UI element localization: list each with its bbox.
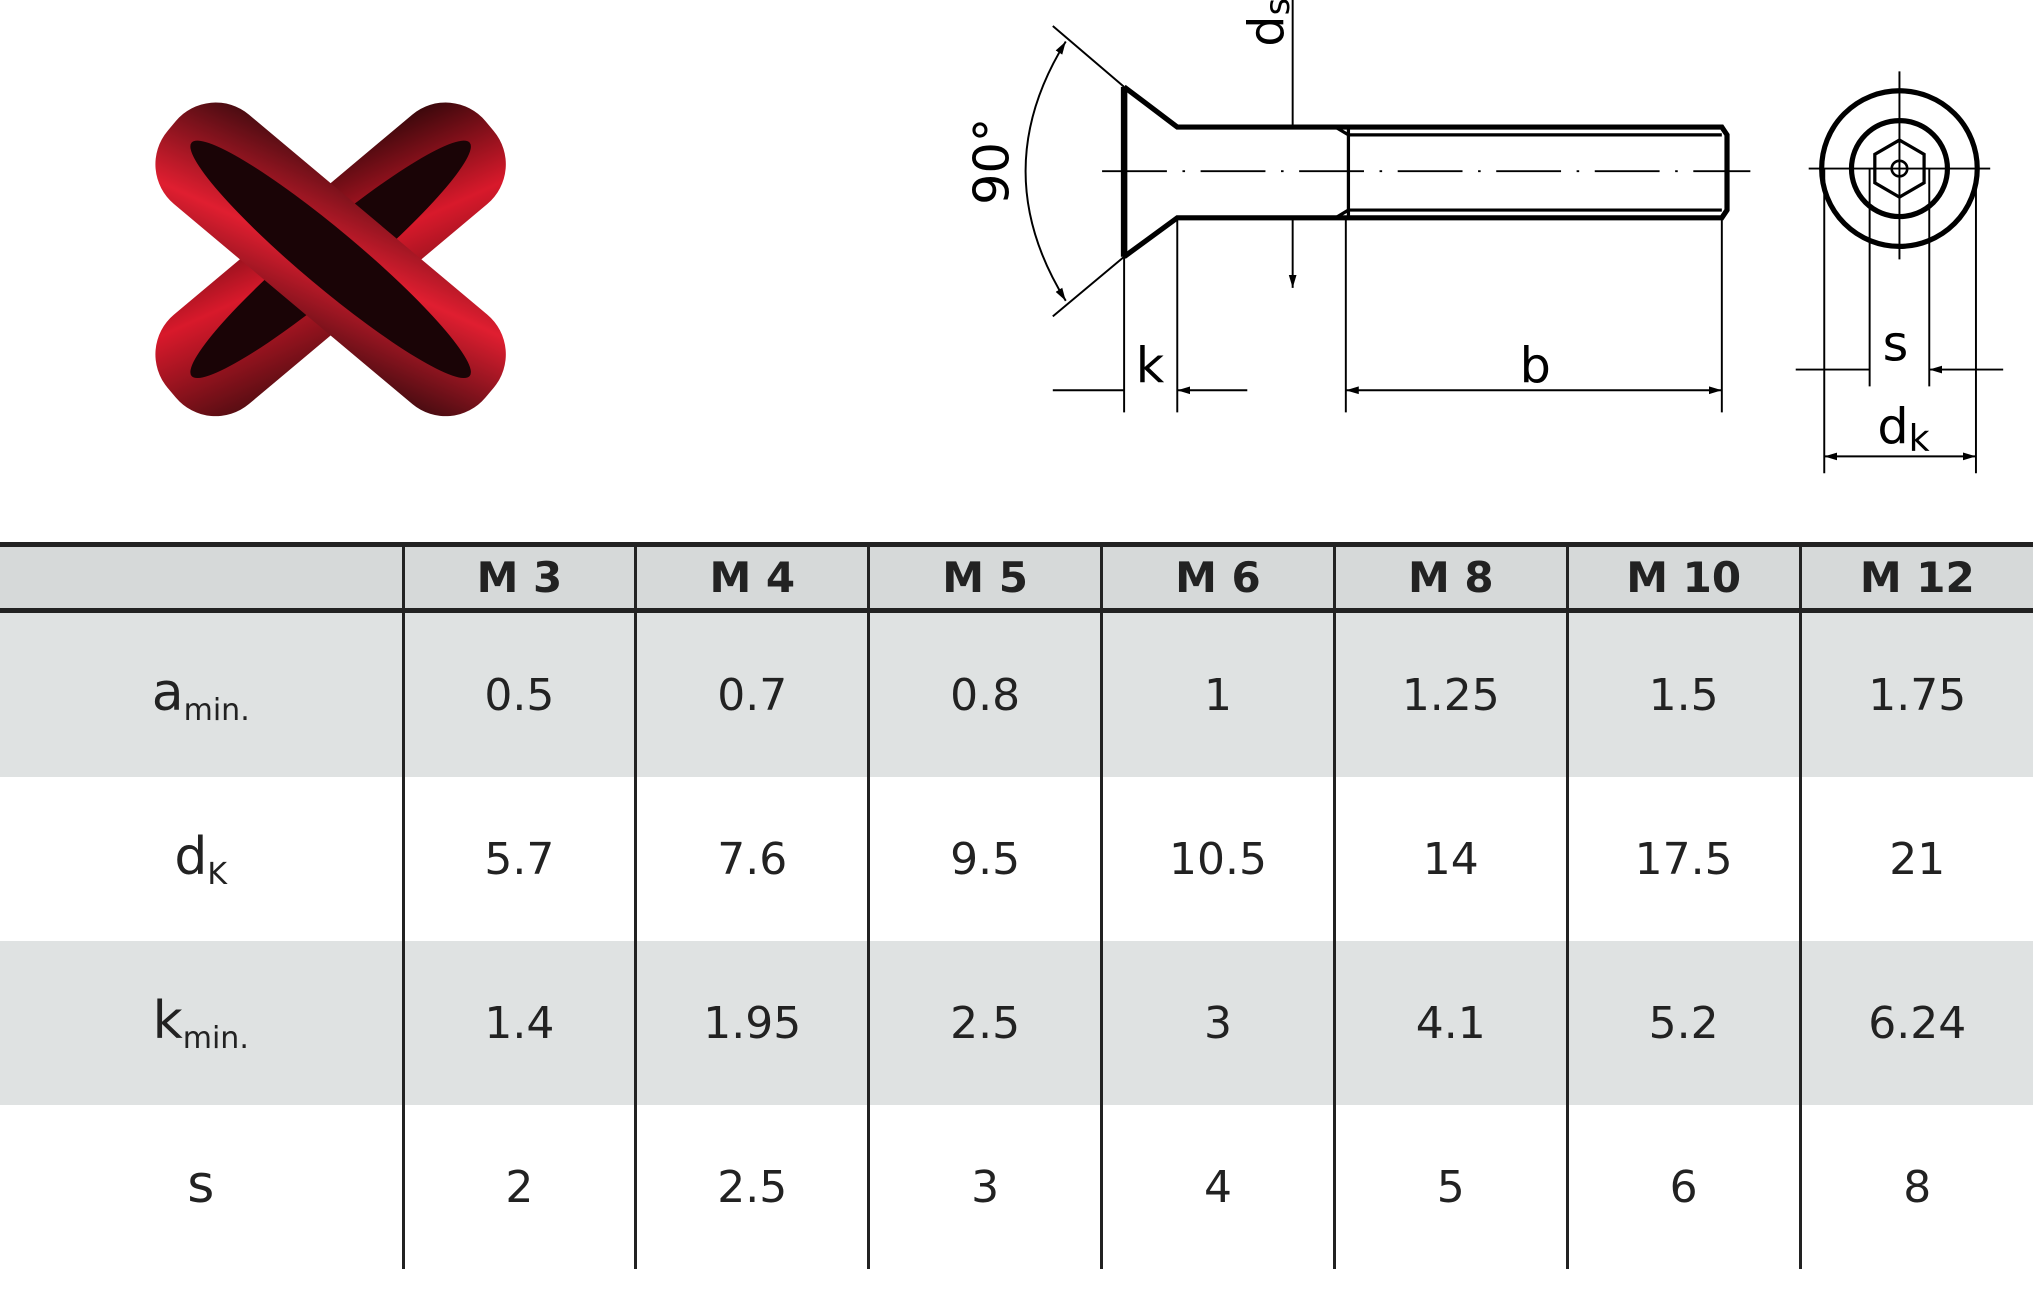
table-row: amin. 0.5 0.7 0.8 1 1.25 1.5 1.75 xyxy=(0,610,2033,777)
header-size: M 8 xyxy=(1332,542,1568,613)
table-cell: 2.5 xyxy=(867,941,1102,1105)
row-label-subscript: min. xyxy=(182,1020,249,1056)
table-cell: 2 xyxy=(401,1105,636,1269)
angle-label: 90° xyxy=(963,118,1021,205)
header-size: M 4 xyxy=(634,542,869,613)
table-cell: 0.8 xyxy=(867,610,1102,777)
row-label-symbol: d xyxy=(174,826,208,887)
table-cell: 1 xyxy=(1100,610,1335,777)
table-cell: 8 xyxy=(1798,1105,2033,1269)
row-label-symbol: s xyxy=(187,1154,215,1215)
header-size: M 3 xyxy=(401,542,636,613)
table-cell: 4 xyxy=(1100,1105,1335,1269)
table-row: kmin. 1.4 1.95 2.5 3 4.1 5.2 6.24 xyxy=(0,941,2033,1105)
row-label: kmin. xyxy=(0,941,403,1105)
row-label-subscript: K xyxy=(207,856,228,892)
red-x-logo xyxy=(155,102,506,417)
screw-side-view xyxy=(1024,0,1751,413)
table-cell: 5 xyxy=(1332,1105,1568,1269)
table-cell: 0.5 xyxy=(401,610,636,777)
table-cell: 3 xyxy=(1100,941,1335,1105)
table-cell: 1.25 xyxy=(1332,610,1568,777)
table-cell: 14 xyxy=(1332,777,1568,941)
table-cell: 1.95 xyxy=(634,941,869,1105)
row-label: amin. xyxy=(0,610,403,777)
table-cell: 7.6 xyxy=(634,777,869,941)
table-cell: 6.24 xyxy=(1798,941,2033,1105)
header-size: M 6 xyxy=(1100,542,1335,613)
table-cell: 5.2 xyxy=(1565,941,1801,1105)
row-label-symbol: k xyxy=(152,990,183,1051)
table-cell: 4.1 xyxy=(1332,941,1568,1105)
row-label-symbol: a xyxy=(151,662,184,723)
table-row: dK 5.7 7.6 9.5 10.5 14 17.5 21 xyxy=(0,777,2033,941)
table-cell: 10.5 xyxy=(1100,777,1335,941)
header-graphics: 90° ds k b s dk xyxy=(155,0,2004,474)
table-cell: 9.5 xyxy=(867,777,1102,941)
header-size: M 12 xyxy=(1798,542,2033,613)
table-cell: 17.5 xyxy=(1565,777,1801,941)
k-label: k xyxy=(1136,337,1165,395)
dk-label: dk xyxy=(1877,397,1929,460)
table-cell: 0.7 xyxy=(634,610,869,777)
row-label: dK xyxy=(0,777,403,941)
table-cell: 2.5 xyxy=(634,1105,869,1269)
header-blank xyxy=(0,542,403,613)
ds-label: ds xyxy=(1238,0,1297,47)
table-cell: 6 xyxy=(1565,1105,1801,1269)
table-cell: 3 xyxy=(867,1105,1102,1269)
row-label-subscript: min. xyxy=(183,692,250,728)
table-row: s 2 2.5 3 4 5 6 8 xyxy=(0,1105,2033,1269)
screw-end-view xyxy=(1795,71,2004,474)
s-label: s xyxy=(1883,314,1909,372)
table-cell: 1.75 xyxy=(1798,610,2033,777)
b-label: b xyxy=(1520,337,1551,395)
row-label: s xyxy=(0,1105,403,1269)
table-cell: 21 xyxy=(1798,777,2033,941)
table-cell: 1.5 xyxy=(1565,610,1801,777)
table-cell: 1.4 xyxy=(401,941,636,1105)
table-cell: 5.7 xyxy=(401,777,636,941)
header-size: M 5 xyxy=(867,542,1102,613)
header-size: M 10 xyxy=(1565,542,1801,613)
